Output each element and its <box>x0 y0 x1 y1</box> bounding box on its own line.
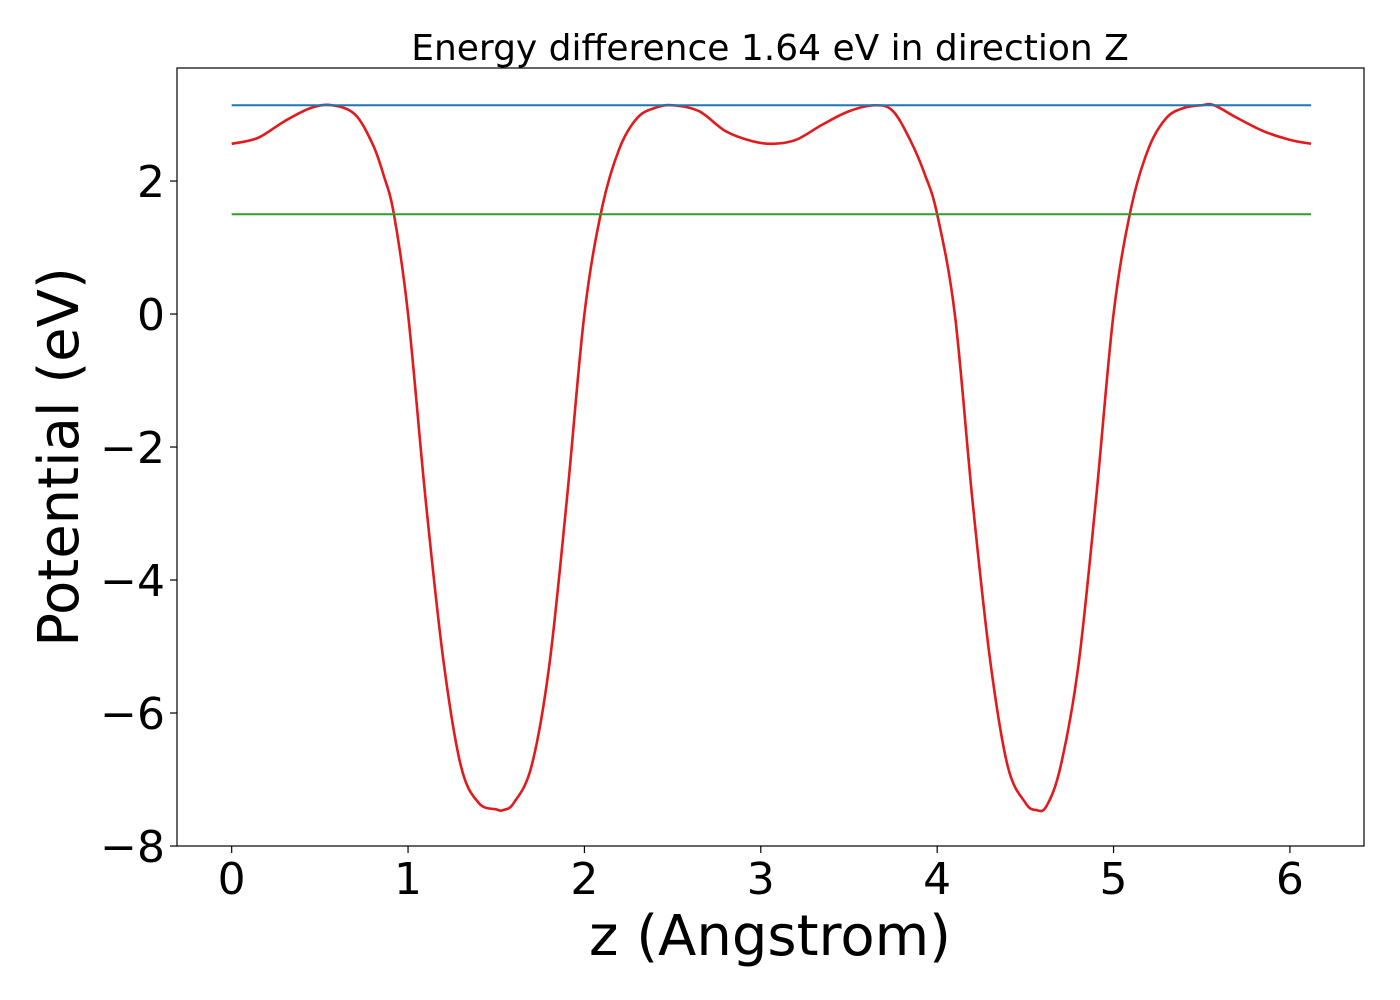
x-tick-label: 5 <box>1100 854 1128 905</box>
x-tick-label: 0 <box>218 854 246 905</box>
x-axis-label: z (Angstrom) <box>589 904 951 969</box>
x-tick-label: 4 <box>923 854 951 905</box>
potential-curve <box>231 102 1312 813</box>
x-axis-ticks: 0 1 2 3 4 5 6 <box>218 846 1304 905</box>
y-tick-label: −2 <box>100 423 165 474</box>
x-tick-label: 3 <box>747 854 775 905</box>
chart-title: Energy difference 1.64 eV in direction Z <box>411 28 1129 69</box>
y-axis-ticks: −8 −6 −4 −2 0 2 <box>100 157 177 873</box>
plot-frame <box>176 67 1365 847</box>
y-tick-label: −6 <box>100 689 165 740</box>
y-axis-label: Potential (eV) <box>27 267 92 647</box>
x-tick-label: 2 <box>570 854 598 905</box>
series-layer <box>231 102 1312 813</box>
y-tick-label: 2 <box>137 157 165 208</box>
y-tick-label: −4 <box>100 556 165 607</box>
x-tick-label: 6 <box>1276 854 1304 905</box>
x-tick-label: 1 <box>394 854 422 905</box>
y-tick-label: −8 <box>100 822 165 873</box>
y-tick-label: 0 <box>137 290 165 341</box>
